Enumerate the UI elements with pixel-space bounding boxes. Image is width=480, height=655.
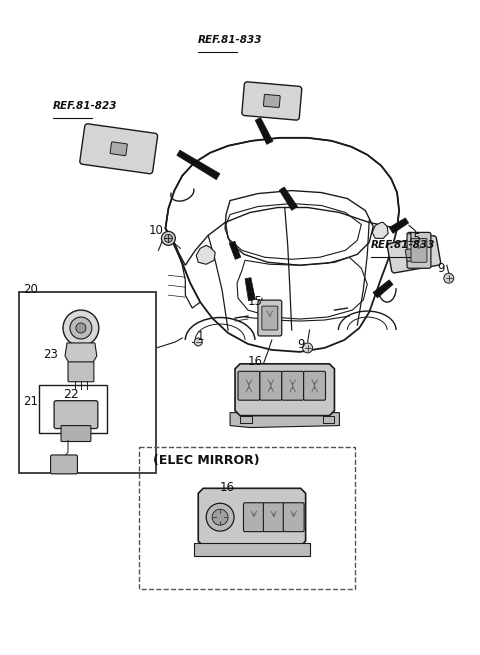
Bar <box>39 384 107 432</box>
Bar <box>139 447 355 589</box>
FancyBboxPatch shape <box>264 94 280 107</box>
Polygon shape <box>255 117 273 144</box>
Text: (ELEC MIRROR): (ELEC MIRROR) <box>153 455 259 468</box>
Circle shape <box>212 509 228 525</box>
Text: 9: 9 <box>298 338 305 351</box>
FancyBboxPatch shape <box>304 371 325 400</box>
Bar <box>19 292 156 474</box>
FancyBboxPatch shape <box>282 371 304 400</box>
FancyBboxPatch shape <box>243 503 264 532</box>
FancyBboxPatch shape <box>80 124 157 174</box>
FancyBboxPatch shape <box>242 82 302 120</box>
Circle shape <box>63 310 99 346</box>
FancyBboxPatch shape <box>50 455 77 474</box>
Text: 1: 1 <box>196 330 204 343</box>
Polygon shape <box>372 223 388 238</box>
Circle shape <box>194 338 202 346</box>
FancyBboxPatch shape <box>264 503 284 532</box>
Bar <box>240 416 252 422</box>
Text: REF.81-833: REF.81-833 <box>371 240 436 250</box>
Bar <box>323 416 335 422</box>
Polygon shape <box>198 489 306 546</box>
Polygon shape <box>177 150 220 179</box>
FancyBboxPatch shape <box>61 426 91 441</box>
Circle shape <box>302 343 312 353</box>
FancyBboxPatch shape <box>411 238 427 262</box>
FancyBboxPatch shape <box>258 300 282 336</box>
FancyBboxPatch shape <box>260 371 282 400</box>
Polygon shape <box>373 280 393 298</box>
FancyBboxPatch shape <box>110 142 127 156</box>
Polygon shape <box>389 218 408 233</box>
Text: 10: 10 <box>148 225 163 237</box>
Text: 16: 16 <box>220 481 235 495</box>
Text: 23: 23 <box>43 348 58 361</box>
Polygon shape <box>279 187 298 210</box>
Polygon shape <box>230 413 339 428</box>
Polygon shape <box>245 278 255 301</box>
Circle shape <box>165 234 172 242</box>
Circle shape <box>444 273 454 283</box>
Text: 21: 21 <box>23 395 38 407</box>
Polygon shape <box>235 364 335 416</box>
Circle shape <box>161 231 175 246</box>
FancyBboxPatch shape <box>238 371 260 400</box>
Circle shape <box>206 503 234 531</box>
Circle shape <box>76 323 86 333</box>
Text: 15: 15 <box>248 295 263 308</box>
Polygon shape <box>196 246 215 264</box>
Text: 9: 9 <box>437 262 444 275</box>
Polygon shape <box>229 241 241 259</box>
Text: 20: 20 <box>23 283 38 296</box>
Text: 22: 22 <box>63 388 79 401</box>
Circle shape <box>70 317 92 339</box>
Polygon shape <box>65 343 97 363</box>
FancyBboxPatch shape <box>262 306 278 330</box>
Text: 16: 16 <box>248 355 263 368</box>
FancyBboxPatch shape <box>283 503 304 532</box>
FancyBboxPatch shape <box>54 401 98 428</box>
Polygon shape <box>194 543 310 556</box>
FancyBboxPatch shape <box>407 233 431 269</box>
FancyBboxPatch shape <box>405 247 423 261</box>
Text: REF.81-823: REF.81-823 <box>53 101 118 111</box>
Polygon shape <box>166 138 399 352</box>
Text: 15: 15 <box>407 233 422 246</box>
FancyBboxPatch shape <box>68 362 94 382</box>
Text: REF.81-833: REF.81-833 <box>198 35 263 45</box>
FancyBboxPatch shape <box>387 236 441 273</box>
